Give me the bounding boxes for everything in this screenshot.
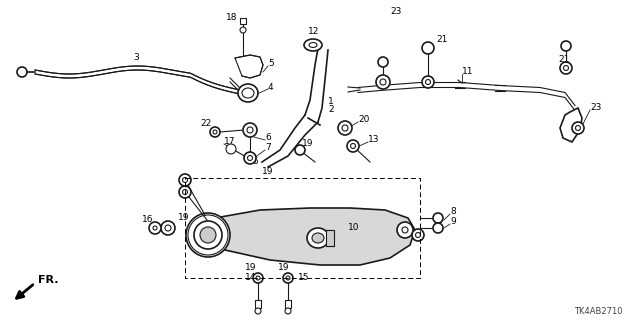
Circle shape [560,62,572,74]
Circle shape [255,308,261,314]
Text: 23: 23 [590,103,602,113]
Text: 1: 1 [328,98,333,107]
Circle shape [295,145,305,155]
Text: 22: 22 [200,119,211,129]
Text: 18: 18 [226,13,237,22]
Text: 13: 13 [368,135,380,145]
Circle shape [561,41,571,51]
Ellipse shape [309,43,317,47]
Circle shape [256,276,260,280]
Text: 7: 7 [265,143,271,153]
Text: 21: 21 [436,36,447,44]
Circle shape [412,229,424,241]
Text: 11: 11 [462,68,474,76]
Circle shape [179,174,191,186]
Text: 4: 4 [268,83,274,92]
Text: 19: 19 [302,139,314,148]
Circle shape [165,225,171,231]
Polygon shape [190,208,415,265]
Circle shape [415,233,420,237]
Circle shape [378,57,388,67]
Text: 19: 19 [245,263,257,273]
Text: 8: 8 [450,207,456,217]
Text: 19: 19 [178,213,189,222]
Circle shape [253,273,263,283]
Ellipse shape [304,39,322,51]
Circle shape [161,221,175,235]
Bar [240,18,246,24]
Circle shape [247,127,253,133]
Circle shape [240,27,246,33]
Circle shape [422,42,434,54]
Ellipse shape [312,233,324,243]
Bar [285,300,291,308]
Text: 16: 16 [248,157,259,166]
Circle shape [226,144,236,154]
Circle shape [433,213,443,223]
Circle shape [186,213,230,257]
Text: 14: 14 [245,274,257,283]
Bar [185,178,420,278]
Text: 3: 3 [133,53,139,62]
Text: 17: 17 [224,138,236,147]
Circle shape [426,79,431,84]
Text: 16: 16 [142,215,154,225]
Circle shape [563,66,568,70]
Text: 12: 12 [308,28,319,36]
Circle shape [575,125,580,131]
Circle shape [17,67,27,77]
Circle shape [248,156,253,161]
Circle shape [213,130,217,134]
Circle shape [433,223,443,233]
Circle shape [351,143,355,148]
Circle shape [380,79,386,85]
Circle shape [422,76,434,88]
Circle shape [200,227,216,243]
Circle shape [149,222,161,234]
Circle shape [244,152,256,164]
Ellipse shape [242,88,254,98]
Polygon shape [560,108,582,142]
Circle shape [182,189,188,195]
Ellipse shape [238,84,258,102]
Text: FR.: FR. [38,275,58,285]
Circle shape [243,123,257,137]
Text: 23: 23 [390,7,401,17]
Text: 15: 15 [298,274,310,283]
Text: 21: 21 [558,55,570,65]
Circle shape [194,221,222,249]
Polygon shape [235,55,263,78]
Text: 9: 9 [450,218,456,227]
Text: 20: 20 [358,116,369,124]
Circle shape [572,122,584,134]
Circle shape [153,226,157,230]
Text: 6: 6 [265,133,271,142]
Text: 19: 19 [278,263,289,273]
Ellipse shape [307,228,329,248]
Circle shape [347,140,359,152]
Text: 19: 19 [262,167,273,177]
Circle shape [342,125,348,131]
Text: TK4AB2710: TK4AB2710 [573,308,622,316]
Circle shape [210,127,220,137]
Circle shape [182,178,188,182]
Circle shape [397,222,413,238]
Text: 2: 2 [328,106,333,115]
Circle shape [285,308,291,314]
Bar [255,300,261,308]
Text: 5: 5 [268,60,274,68]
Circle shape [376,75,390,89]
Circle shape [286,276,290,280]
Circle shape [283,273,293,283]
Circle shape [338,121,352,135]
Circle shape [179,186,191,198]
Bar [326,230,334,246]
Text: 10: 10 [348,223,360,233]
Circle shape [402,227,408,233]
